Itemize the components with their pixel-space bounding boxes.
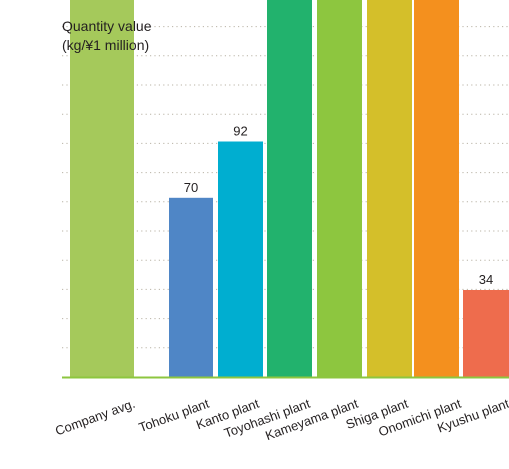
bar-2 bbox=[218, 141, 263, 377]
bar-5 bbox=[367, 0, 412, 378]
category-label-0: Company avg. bbox=[53, 396, 137, 439]
value-label-1: 70 bbox=[184, 180, 198, 195]
y-axis-label-line-2: (kg/¥1 million) bbox=[62, 37, 150, 53]
value-label-2: 92 bbox=[233, 124, 247, 139]
y-axis-label: Quantity value (kg/¥1 million) bbox=[62, 17, 152, 55]
bar-0 bbox=[70, 0, 134, 377]
bar-1 bbox=[169, 197, 213, 377]
value-label-7: 34 bbox=[479, 272, 493, 287]
bar-3 bbox=[267, 0, 312, 378]
bar-7 bbox=[463, 290, 509, 377]
y-axis-label-line-1: Quantity value bbox=[62, 18, 152, 34]
bar-6 bbox=[414, 0, 459, 377]
bar-4 bbox=[317, 0, 362, 377]
